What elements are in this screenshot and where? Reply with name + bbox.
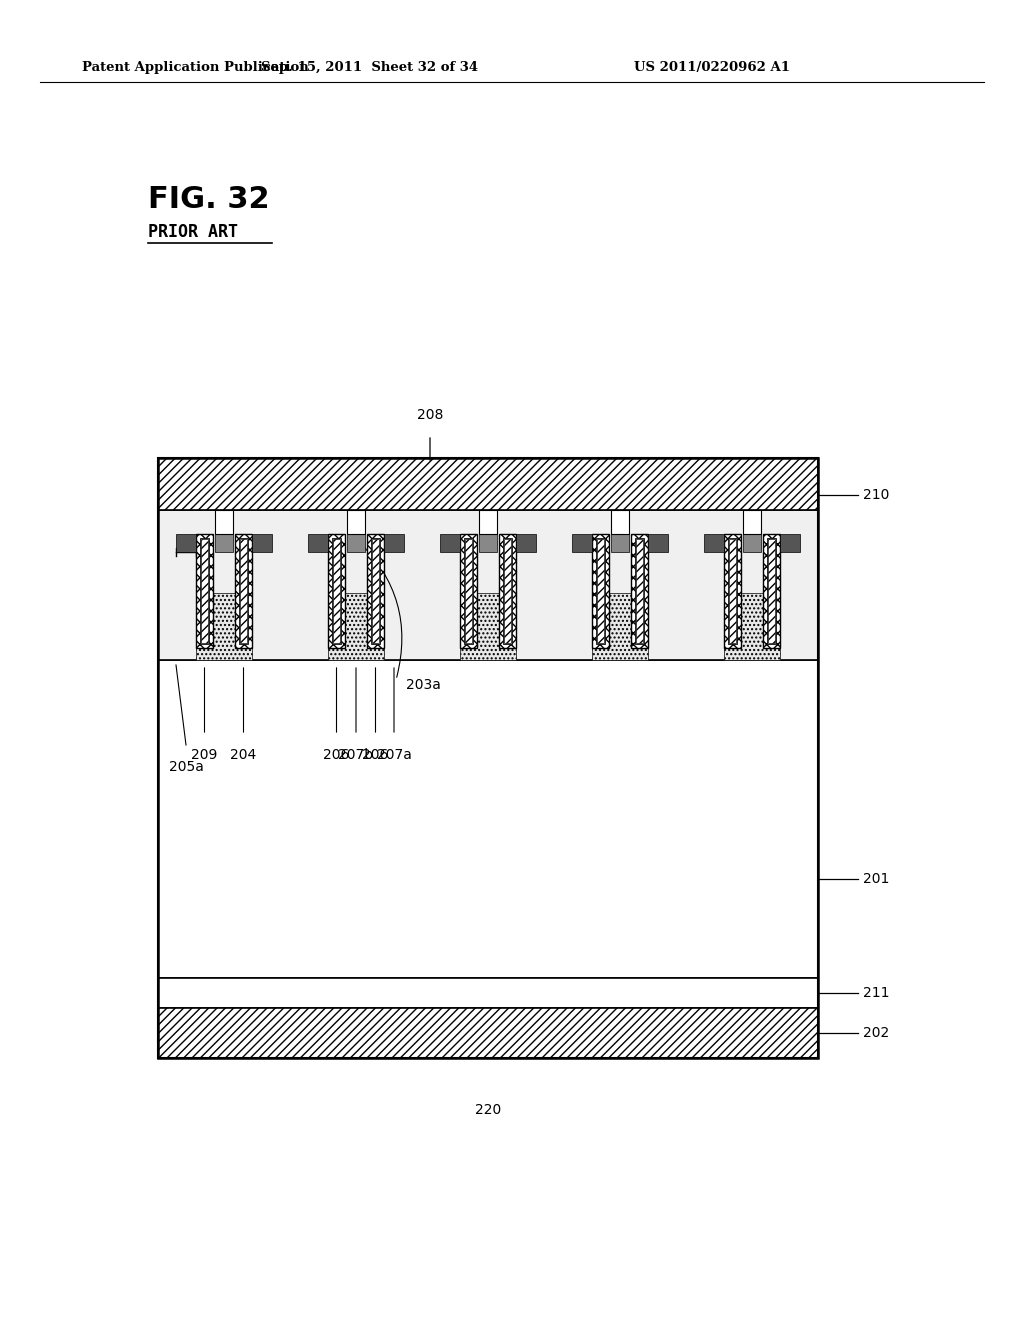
Bar (328, 593, 384, 660)
Bar (499, 535, 516, 648)
Bar (729, 539, 736, 643)
Bar (158, 660, 818, 978)
Bar (347, 535, 365, 552)
Bar (767, 539, 776, 644)
Bar (572, 535, 592, 552)
Bar (479, 535, 497, 552)
Text: 207b: 207b (339, 748, 374, 762)
Bar (479, 510, 497, 535)
Bar (611, 510, 629, 535)
Bar (372, 539, 379, 643)
Bar (636, 539, 643, 643)
Bar (648, 535, 668, 552)
Text: Sep. 15, 2011  Sheet 32 of 34: Sep. 15, 2011 Sheet 32 of 34 (261, 62, 478, 74)
Text: 208: 208 (417, 408, 443, 422)
Text: 207a: 207a (377, 748, 412, 762)
Text: 206: 206 (362, 748, 389, 762)
Bar (763, 535, 780, 648)
Bar (201, 539, 208, 643)
Text: 202: 202 (863, 1026, 889, 1040)
Text: 206: 206 (324, 748, 349, 762)
Bar (240, 539, 247, 643)
Bar (371, 539, 380, 644)
Bar (504, 539, 511, 643)
Bar (215, 535, 233, 552)
Text: 220: 220 (475, 1104, 501, 1117)
Bar (234, 535, 252, 648)
Text: 211: 211 (863, 986, 890, 1001)
Bar (158, 1008, 818, 1059)
Bar (592, 593, 648, 660)
Bar (328, 535, 345, 648)
Bar (158, 458, 818, 510)
Bar (440, 535, 460, 552)
Text: US 2011/0220962 A1: US 2011/0220962 A1 (634, 62, 790, 74)
Bar (215, 510, 233, 535)
Text: PRIOR ART: PRIOR ART (148, 223, 238, 242)
Text: 209: 209 (191, 748, 218, 762)
Bar (367, 535, 384, 648)
Bar (158, 510, 818, 660)
Bar (724, 593, 780, 660)
Bar (252, 535, 272, 552)
Bar (308, 535, 328, 552)
Bar (743, 510, 761, 535)
Bar (332, 539, 341, 644)
Text: 210: 210 (863, 488, 890, 502)
Bar (460, 593, 516, 660)
Bar (780, 535, 800, 552)
Bar (176, 535, 196, 552)
Bar (465, 539, 472, 643)
Text: 203a: 203a (406, 678, 441, 692)
Bar (158, 458, 818, 1059)
Bar (460, 535, 477, 648)
Bar (635, 539, 644, 644)
Bar (158, 978, 818, 1008)
Bar (516, 535, 536, 552)
Bar (196, 535, 213, 648)
Bar (200, 539, 209, 644)
Bar (631, 535, 648, 648)
Bar (705, 535, 724, 552)
Bar (333, 539, 340, 643)
Bar (768, 539, 775, 643)
Bar (503, 539, 512, 644)
Text: Patent Application Publication: Patent Application Publication (82, 62, 309, 74)
Bar (464, 539, 473, 644)
Bar (743, 535, 761, 552)
Text: 205a: 205a (169, 760, 204, 774)
Bar (596, 539, 605, 644)
Text: 204: 204 (230, 748, 257, 762)
Bar (592, 535, 609, 648)
Text: 201: 201 (863, 873, 890, 886)
Bar (347, 510, 365, 535)
Bar (728, 539, 737, 644)
Bar (724, 535, 741, 648)
Text: FIG. 32: FIG. 32 (148, 186, 269, 214)
Bar (239, 539, 248, 644)
Bar (597, 539, 604, 643)
Bar (384, 535, 404, 552)
Bar (158, 458, 818, 1059)
Bar (611, 535, 629, 552)
Bar (196, 593, 252, 660)
